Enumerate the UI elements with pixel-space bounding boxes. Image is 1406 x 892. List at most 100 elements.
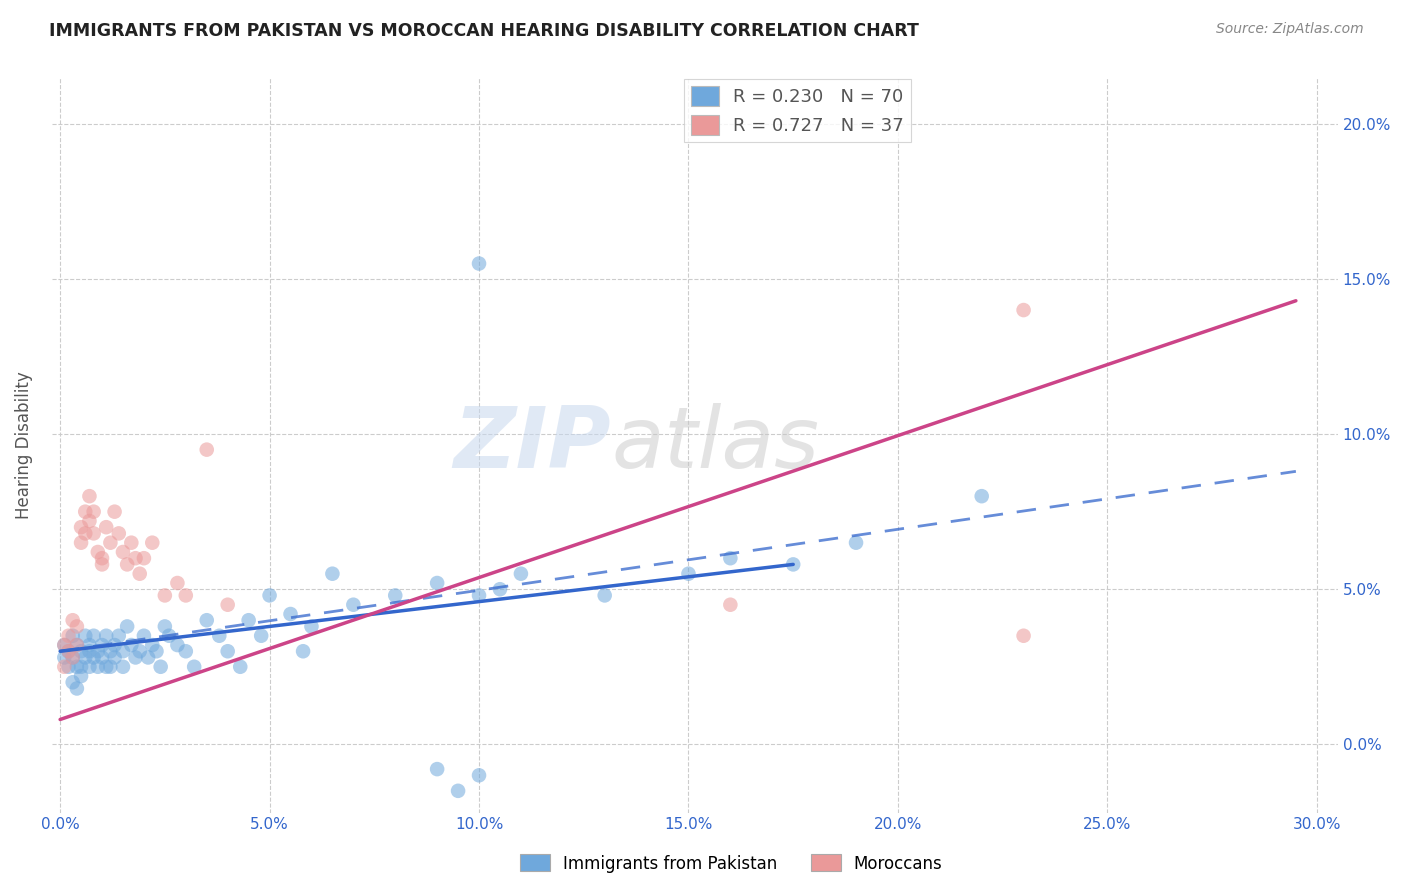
Point [229,659,252,673]
Point [153,619,176,633]
Point [87,659,110,673]
Point [280,607,302,621]
Point [70,659,93,673]
Point [217,644,239,658]
Point [259,589,281,603]
Point [782,558,804,572]
Point [845,535,868,549]
Point [70,644,93,658]
Point [141,638,163,652]
Point [678,566,700,581]
Point [115,619,138,633]
Point [107,526,129,541]
Point [100,644,122,658]
Point [83,650,105,665]
Point [103,650,125,665]
Point [91,551,114,566]
Point [509,566,531,581]
Point [83,629,105,643]
Point [70,520,93,534]
Point [426,576,449,591]
Point [58,629,80,643]
Point [66,638,89,652]
Point [53,638,76,652]
Point [166,638,188,652]
Point [1012,629,1035,643]
Point [79,644,101,658]
Point [111,644,134,658]
Point [62,629,84,643]
Point [96,520,118,534]
Point [107,629,129,643]
Point [238,613,260,627]
Point [75,505,97,519]
Point [70,669,93,683]
Point [103,638,125,652]
Point [79,489,101,503]
Point [217,598,239,612]
Point [111,659,134,673]
Point [70,535,93,549]
Point [1012,303,1035,318]
Point [79,514,101,528]
Point [75,526,97,541]
Point [87,644,110,658]
Point [58,659,80,673]
Point [100,535,122,549]
Point [120,535,142,549]
Point [321,566,343,581]
Point [53,650,76,665]
Point [87,545,110,559]
Point [91,638,114,652]
Point [103,505,125,519]
Text: ZIP: ZIP [454,403,612,486]
Point [250,629,273,643]
Point [468,768,491,782]
Point [292,644,315,658]
Point [128,566,150,581]
Point [66,638,89,652]
Point [124,650,146,665]
Point [100,659,122,673]
Point [91,650,114,665]
Point [75,629,97,643]
Point [489,582,512,597]
Point [75,650,97,665]
Point [111,545,134,559]
Point [83,505,105,519]
Point [468,256,491,270]
Point [447,784,470,798]
Point [157,629,180,643]
Point [342,598,364,612]
Point [149,659,172,673]
Point [83,526,105,541]
Point [183,659,205,673]
Point [62,650,84,665]
Point [195,613,218,627]
Point [141,535,163,549]
Text: Source: ZipAtlas.com: Source: ZipAtlas.com [1216,22,1364,37]
Point [593,589,616,603]
Point [208,629,231,643]
Point [66,681,89,696]
Y-axis label: Hearing Disability: Hearing Disability [15,371,32,519]
Point [153,589,176,603]
Point [62,675,84,690]
Point [66,619,89,633]
Point [174,589,197,603]
Point [718,598,741,612]
Text: IMMIGRANTS FROM PAKISTAN VS MOROCCAN HEARING DISABILITY CORRELATION CHART: IMMIGRANTS FROM PAKISTAN VS MOROCCAN HEA… [49,22,920,40]
Point [132,629,155,643]
Point [718,551,741,566]
Point [120,638,142,652]
Point [58,644,80,658]
Point [128,644,150,658]
Legend: R = 0.230   N = 70, R = 0.727   N = 37: R = 0.230 N = 70, R = 0.727 N = 37 [685,79,911,143]
Point [145,644,167,658]
Point [58,644,80,658]
Point [62,613,84,627]
Point [166,576,188,591]
Point [468,589,491,603]
Point [79,638,101,652]
Point [124,551,146,566]
